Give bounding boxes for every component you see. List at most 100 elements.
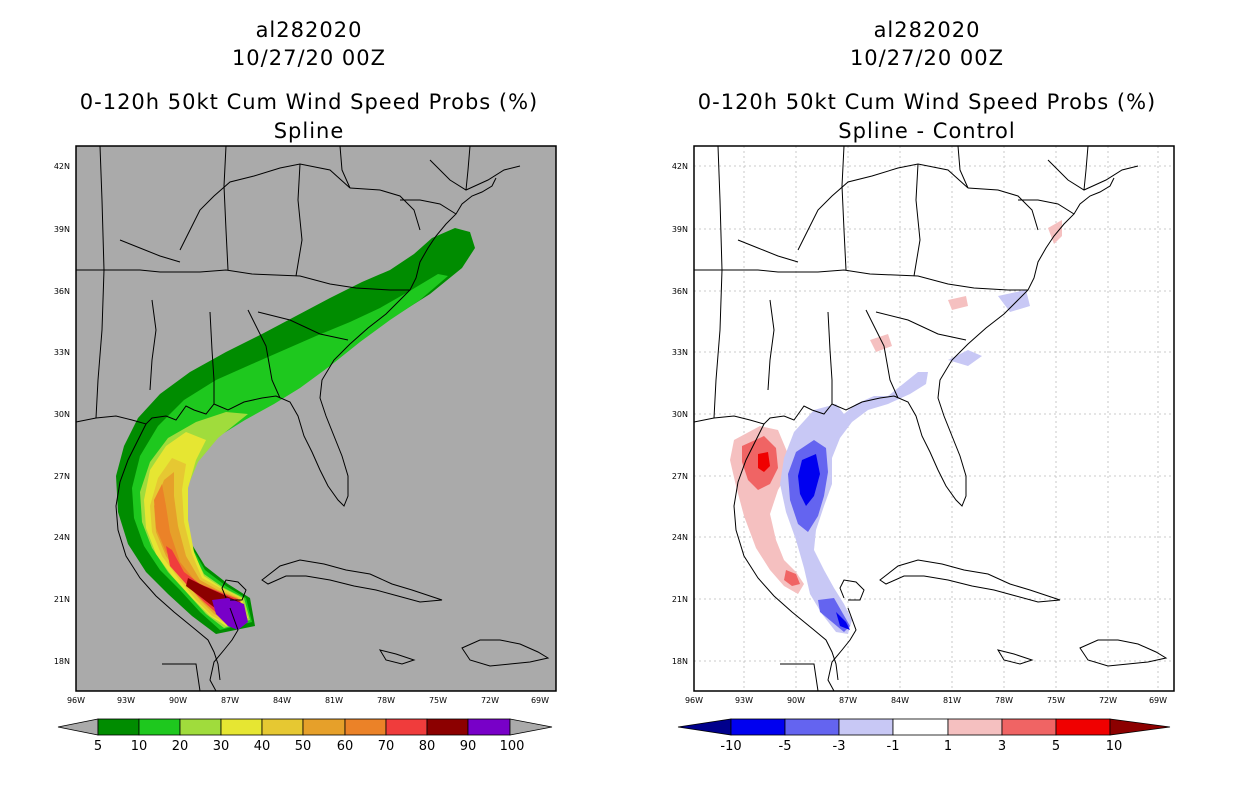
lon-label: 78W — [377, 696, 395, 705]
difference-map: 42N 39N 36N 33N 30N 27N 24N 21N 18N 96W … — [672, 145, 1175, 754]
lon-label: 78W — [995, 696, 1013, 705]
lat-label: 42N — [54, 162, 70, 171]
lon-label: 72W — [481, 696, 499, 705]
lat-label: 42N — [672, 162, 688, 171]
lat-label: 36N — [672, 287, 688, 296]
lon-label: 84W — [891, 696, 909, 705]
map-frame — [75, 145, 557, 692]
colorbar-label: 3 — [998, 739, 1006, 754]
lat-label: 27N — [672, 472, 688, 481]
lon-label: 69W — [1149, 696, 1167, 705]
colorbar-bin — [784, 718, 840, 736]
colorbar-label: 10 — [131, 739, 148, 754]
colorbar-bin — [385, 718, 428, 736]
colorbar-label: 20 — [172, 739, 189, 754]
lon-label: 87W — [221, 696, 239, 705]
lon-label: 81W — [325, 696, 343, 705]
lat-label: 18N — [54, 657, 70, 666]
colorbar-bin — [302, 718, 346, 736]
init-time: 10/27/20 00Z — [849, 46, 1005, 70]
colorbar-bin — [838, 718, 894, 736]
colorbar-over — [509, 718, 553, 736]
lat-label: 21N — [672, 595, 688, 604]
prob-contour-90 — [212, 598, 248, 630]
lon-label: 90W — [787, 696, 805, 705]
lon-label: 81W — [943, 696, 961, 705]
colorbar-bin — [138, 718, 181, 736]
lon-axis: 96W 93W 90W 87W 84W 81W 78W 75W 72W 69W — [685, 696, 1167, 705]
diff-pos1 — [1048, 220, 1062, 244]
colorbar-label: 40 — [254, 739, 271, 754]
colorbar-bin — [344, 718, 387, 736]
lat-label: 24N — [672, 533, 688, 542]
lat-axis: 42N 39N 36N 33N 30N 27N 24N 21N 18N — [54, 162, 70, 666]
lat-label: 39N — [672, 225, 688, 234]
diff-neg5 — [798, 454, 820, 506]
colorbar-label: 5 — [1052, 739, 1060, 754]
colorbar-label: -10 — [720, 739, 741, 754]
colorbar-bin — [1055, 718, 1111, 736]
lon-label: 93W — [117, 696, 135, 705]
lat-label: 39N — [54, 225, 70, 234]
colorbar-over — [1109, 718, 1171, 736]
subtitle: Spline — [273, 119, 345, 143]
colorbar-label: 50 — [295, 739, 312, 754]
colorbar — [57, 718, 553, 736]
diff-pos5 — [758, 452, 770, 472]
colorbar — [677, 718, 1171, 736]
colorbar-under — [57, 718, 99, 736]
colorbar-bin — [467, 718, 511, 736]
map-frame — [693, 145, 1175, 692]
lon-label: 96W — [685, 696, 703, 705]
lat-label: 33N — [54, 348, 70, 357]
colorbar-bin — [1001, 718, 1057, 736]
colorbar-labels: 5 10 20 30 40 50 60 70 80 90 100 — [94, 739, 525, 754]
colorbar-bin — [730, 718, 786, 736]
product-title: 0-120h 50kt Cum Wind Speed Probs (%) — [79, 90, 539, 114]
colorbar-label: 10 — [1106, 739, 1123, 754]
map-outlines — [694, 146, 1168, 691]
colorbar-label: 100 — [500, 739, 525, 754]
lon-label: 75W — [429, 696, 447, 705]
colorbar-under — [677, 718, 732, 736]
lon-axis: 96W 93W 90W 87W 84W 81W 78W 75W 72W 69W — [67, 696, 549, 705]
diff-neg1 — [780, 372, 928, 634]
lat-label: 30N — [672, 410, 688, 419]
lon-label: 93W — [735, 696, 753, 705]
diff-pos1 — [948, 296, 968, 310]
lon-label: 96W — [67, 696, 85, 705]
subtitle: Spline - Control — [838, 119, 1016, 143]
colorbar-bin — [261, 718, 304, 736]
colorbar-bin — [947, 718, 1003, 736]
colorbar-bin — [220, 718, 263, 736]
colorbar-label: -1 — [887, 739, 900, 754]
lon-label: 75W — [1047, 696, 1065, 705]
colorbar-bin — [892, 718, 949, 736]
storm-id: al282020 — [873, 18, 981, 42]
lat-label: 36N — [54, 287, 70, 296]
lat-label: 27N — [54, 472, 70, 481]
lon-label: 69W — [531, 696, 549, 705]
probability-map: 42N 39N 36N 33N 30N 27N 24N 21N 18N 96W … — [54, 145, 557, 754]
diff-neg1 — [948, 350, 982, 366]
init-time: 10/27/20 00Z — [231, 46, 387, 70]
colorbar-label: 80 — [419, 739, 436, 754]
colorbar-label: 70 — [378, 739, 395, 754]
lon-label: 84W — [273, 696, 291, 705]
lon-label: 90W — [169, 696, 187, 705]
lon-label: 72W — [1099, 696, 1117, 705]
storm-id: al282020 — [255, 18, 363, 42]
product-title: 0-120h 50kt Cum Wind Speed Probs (%) — [697, 90, 1157, 114]
map-outlines — [76, 146, 550, 691]
lat-label: 24N — [54, 533, 70, 542]
colorbar-label: 1 — [944, 739, 952, 754]
colorbar-bin — [179, 718, 222, 736]
lat-label: 30N — [54, 410, 70, 419]
grid-lines — [694, 146, 1174, 691]
colorbar-labels: -10 -5 -3 -1 1 3 5 10 — [720, 739, 1122, 754]
colorbar-label: 30 — [213, 739, 230, 754]
colorbar-label: 5 — [94, 739, 102, 754]
left-panel: al282020 10/27/20 00Z 0-120h 50kt Cum Wi… — [54, 18, 557, 754]
map-background — [694, 146, 1174, 691]
lat-label: 33N — [672, 348, 688, 357]
